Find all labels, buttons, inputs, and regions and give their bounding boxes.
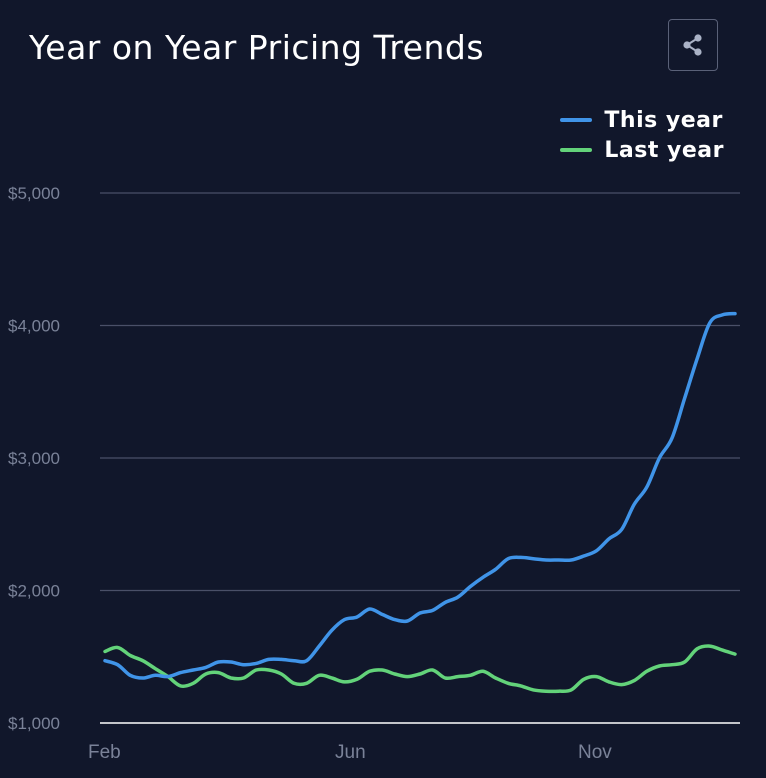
share-button[interactable] — [668, 19, 718, 71]
y-tick-label: $1,000 — [8, 714, 60, 733]
y-tick-label: $3,000 — [8, 449, 60, 468]
x-tick-label: Nov — [578, 742, 612, 763]
legend-swatch-last-year — [560, 148, 593, 152]
series-line-this-year — [103, 311, 737, 680]
y-tick-label: $4,000 — [8, 317, 60, 336]
y-tick-label: $5,000 — [8, 184, 60, 203]
x-tick-label: Jun — [335, 742, 366, 763]
legend-label-this-year: This year — [604, 107, 723, 133]
legend-item-last-year[interactable]: Last year — [560, 136, 724, 164]
share-icon — [683, 34, 702, 56]
chart-legend: This year Last year — [560, 106, 724, 164]
series-line-last-year — [103, 644, 737, 694]
legend-label-last-year: Last year — [604, 137, 724, 163]
y-tick-label: $2,000 — [8, 582, 60, 601]
legend-item-this-year[interactable]: This year — [560, 106, 724, 134]
x-tick-label: Feb — [88, 742, 121, 763]
chart-title: Year on Year Pricing Trends — [29, 28, 485, 67]
legend-swatch-this-year — [560, 118, 593, 122]
